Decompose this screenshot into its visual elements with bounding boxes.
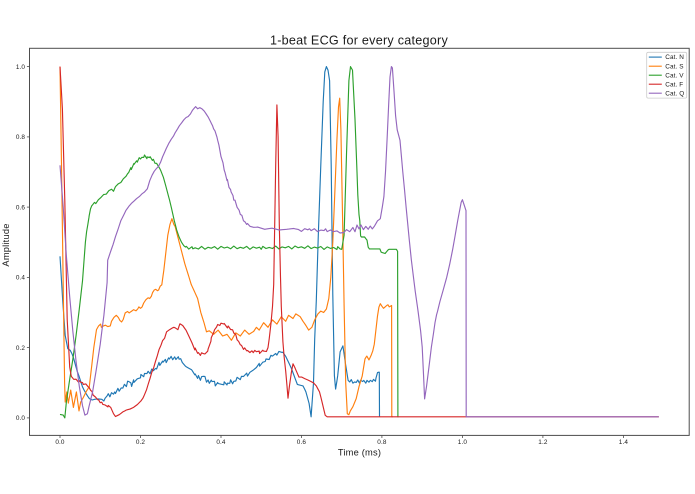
svg-text:1.2: 1.2 <box>538 439 548 446</box>
svg-text:1.0: 1.0 <box>16 64 26 71</box>
svg-text:1.4: 1.4 <box>619 439 629 446</box>
svg-text:0.0: 0.0 <box>16 415 26 422</box>
svg-text:Cat. F: Cat. F <box>665 81 683 88</box>
svg-text:1-beat ECG for every category: 1-beat ECG for every category <box>270 34 448 48</box>
svg-text:0.0: 0.0 <box>55 439 65 446</box>
svg-text:0.4: 0.4 <box>16 275 26 282</box>
svg-text:Cat. N: Cat. N <box>665 54 684 61</box>
svg-text:0.8: 0.8 <box>377 439 387 446</box>
svg-text:Cat. V: Cat. V <box>665 72 684 79</box>
svg-text:0.4: 0.4 <box>216 439 226 446</box>
svg-text:0.6: 0.6 <box>297 439 307 446</box>
svg-text:0.8: 0.8 <box>16 134 26 141</box>
svg-text:Amplitude: Amplitude <box>1 223 11 266</box>
svg-text:Time (ms): Time (ms) <box>338 448 381 458</box>
svg-text:Cat. S: Cat. S <box>665 63 683 70</box>
svg-text:0.2: 0.2 <box>16 345 26 352</box>
svg-text:Cat. Q: Cat. Q <box>665 90 684 97</box>
svg-text:0.2: 0.2 <box>136 439 146 446</box>
svg-text:1.0: 1.0 <box>458 439 468 446</box>
svg-text:0.6: 0.6 <box>16 204 26 211</box>
